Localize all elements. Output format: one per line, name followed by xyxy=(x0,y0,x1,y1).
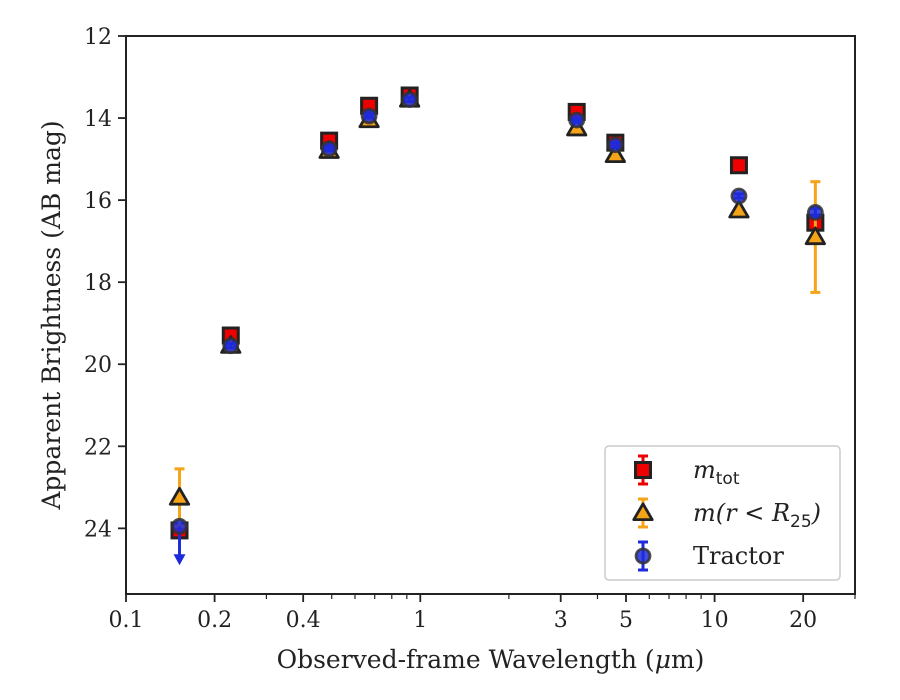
x-tick-label: 5 xyxy=(619,608,633,633)
data-point xyxy=(606,136,624,154)
legend-label-base: m xyxy=(693,456,716,484)
plot-frame xyxy=(125,35,856,595)
y-tick-label: 20 xyxy=(84,353,112,378)
data-point xyxy=(730,187,748,205)
legend-label-suffix: ) xyxy=(811,499,821,527)
x-tick-label: 1 xyxy=(413,608,427,633)
y-tick-label: 12 xyxy=(84,25,112,50)
x-axis-label: Observed-frame Wavelength (μm) xyxy=(277,645,705,674)
y-tick-label: 14 xyxy=(84,107,112,132)
y-tick-label: 24 xyxy=(84,517,112,542)
data-point xyxy=(806,204,824,221)
legend-label-sub: 25 xyxy=(790,512,812,532)
data-point xyxy=(604,144,626,164)
legend: mtot m(r < R25) Tractor xyxy=(604,445,841,581)
data-point xyxy=(222,337,240,355)
legend-entry: mtot xyxy=(634,454,740,489)
upper-limit-arrowhead xyxy=(173,554,186,566)
legend-label: m(r < R25) xyxy=(693,499,821,532)
x-tick-label: 10 xyxy=(701,608,729,633)
data-point xyxy=(729,156,748,175)
legend-label-base: Tractor xyxy=(693,542,784,570)
legend-label: mtot xyxy=(693,456,740,489)
legend-box xyxy=(604,445,841,581)
data-point xyxy=(804,226,826,246)
legend-marker xyxy=(634,461,652,479)
legend-label-sub: tot xyxy=(716,469,740,489)
legend-entry: m(r < R25) xyxy=(632,497,821,532)
data-point xyxy=(401,91,419,108)
x-axis-label-part: μ xyxy=(655,645,671,674)
x-axis-label-part: Observed-frame Wavelength ( xyxy=(277,645,655,674)
data-point xyxy=(171,517,188,535)
y-axis-label: Apparent Brightness (AB mag) xyxy=(37,120,66,510)
x-axis-label-part: m) xyxy=(671,645,704,674)
data-point xyxy=(168,486,191,506)
data-point xyxy=(728,199,750,219)
axes: 0.1 0.2 0.4 1 3 5 10 20 12 14 16 18 20 22 24 Observed-f… xyxy=(37,25,856,674)
legend-label-base: m(r < R xyxy=(693,499,790,527)
data-point xyxy=(568,111,586,129)
plot-marks xyxy=(168,86,826,566)
y-tick-label: 22 xyxy=(84,435,112,460)
x-tick-label: 0.1 xyxy=(109,608,144,633)
legend-marker xyxy=(634,547,652,565)
y-tick-label: 16 xyxy=(84,189,112,214)
x-tick-label: 0.4 xyxy=(286,608,321,633)
data-point xyxy=(360,107,378,125)
series-circle xyxy=(171,91,824,566)
y-tick-label: 18 xyxy=(84,271,112,296)
data-point xyxy=(320,140,338,158)
x-tick-label: 3 xyxy=(554,608,568,633)
legend-entry: Tractor xyxy=(634,540,784,572)
x-tick-label: 0.2 xyxy=(197,608,232,633)
x-tick-label: 20 xyxy=(789,608,817,633)
legend-label: Tractor xyxy=(693,542,784,570)
legend-marker xyxy=(632,502,654,522)
